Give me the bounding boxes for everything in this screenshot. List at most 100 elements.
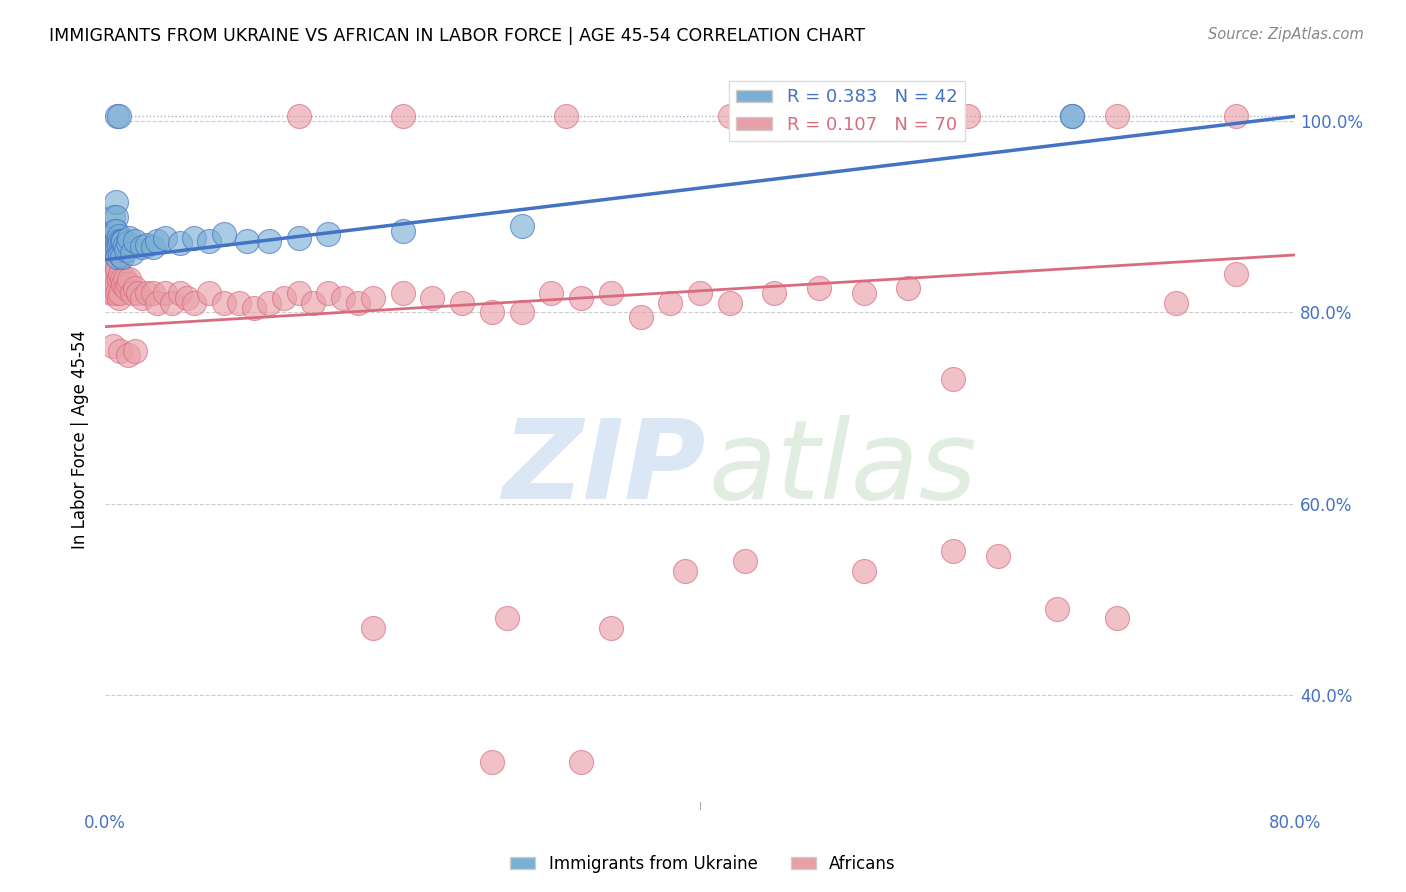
Point [808,281,831,295]
Point [852,286,875,301]
Point [135,286,157,301]
Point [987,549,1010,563]
Point [332,291,354,305]
Point [108,267,131,281]
Point [956,109,979,123]
Point [316,227,339,241]
Point [100,238,122,252]
Point [107,228,129,243]
Point [105,109,128,123]
Point [169,236,191,251]
Point [105,250,128,264]
Point [112,234,135,248]
Point [169,286,191,301]
Text: IMMIGRANTS FROM UKRAINE VS AFRICAN IN LABOR FORCE | AGE 45-54 CORRELATION CHART: IMMIGRANTS FROM UKRAINE VS AFRICAN IN LA… [49,27,865,45]
Point [689,286,711,301]
Point [316,286,339,301]
Point [107,272,129,286]
Point [198,286,221,301]
Point [112,277,135,291]
Point [763,286,786,301]
Point [510,219,533,234]
Y-axis label: In Labor Force | Age 45-54: In Labor Force | Age 45-54 [72,329,89,549]
Point [183,295,205,310]
Point [104,224,127,238]
Point [422,291,444,305]
Point [361,291,384,305]
Point [361,621,384,635]
Point [127,286,149,301]
Point [1060,109,1083,123]
Point [183,231,205,245]
Point [540,286,562,301]
Point [212,295,235,310]
Point [110,234,132,248]
Point [105,286,128,301]
Point [198,234,221,248]
Point [103,286,125,301]
Point [104,277,127,291]
Point [569,755,592,769]
Point [659,295,682,310]
Point [257,295,280,310]
Point [243,301,266,315]
Legend: Immigrants from Ukraine, Africans: Immigrants from Ukraine, Africans [503,848,903,880]
Point [1046,601,1069,615]
Point [718,109,741,123]
Point [118,231,141,245]
Point [124,234,146,248]
Point [121,286,143,301]
Point [912,109,935,123]
Text: Source: ZipAtlas.com: Source: ZipAtlas.com [1208,27,1364,42]
Point [495,611,517,625]
Point [599,286,621,301]
Point [103,238,125,252]
Point [107,238,129,252]
Point [117,236,139,251]
Point [146,295,169,310]
Point [391,286,413,301]
Point [108,234,131,248]
Point [108,248,131,262]
Point [481,755,503,769]
Point [107,291,129,305]
Legend: R = 0.383   N = 42, R = 0.107   N = 70: R = 0.383 N = 42, R = 0.107 N = 70 [730,81,965,141]
Point [451,295,474,310]
Point [110,272,132,286]
Point [103,267,125,281]
Point [599,621,621,635]
Point [176,291,198,305]
Point [153,231,176,245]
Point [117,277,139,291]
Point [115,281,138,295]
Point [105,240,128,254]
Point [569,291,592,305]
Point [124,281,146,295]
Point [287,109,309,123]
Point [942,544,965,558]
Point [481,305,503,319]
Point [101,277,124,291]
Point [630,310,652,325]
Point [105,262,128,277]
Point [555,109,578,123]
Point [105,234,128,248]
Point [104,210,127,224]
Point [153,286,176,301]
Point [142,240,165,254]
Point [100,286,122,301]
Point [114,272,136,286]
Point [1164,295,1187,310]
Point [107,109,129,123]
Point [942,372,965,386]
Point [101,252,124,267]
Point [104,195,127,210]
Point [287,231,309,245]
Point [124,343,146,358]
Point [257,234,280,248]
Point [391,224,413,238]
Point [118,272,141,286]
Point [146,234,169,248]
Point [510,305,533,319]
Point [1225,109,1247,123]
